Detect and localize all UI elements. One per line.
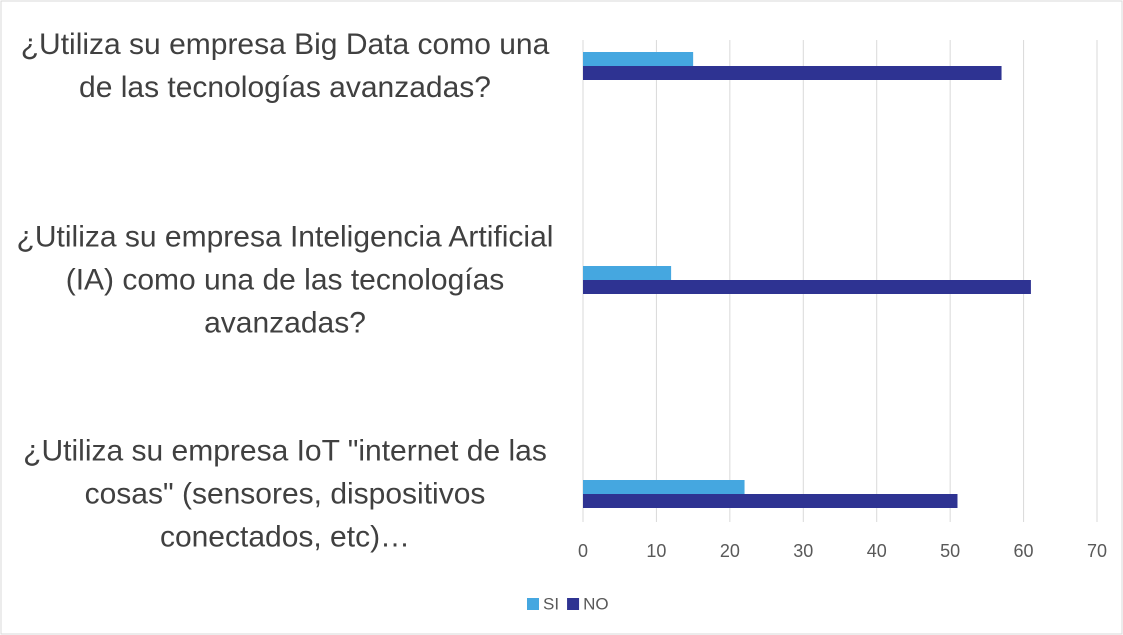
x-tick-label: 20 [720,541,740,561]
bar [583,66,1002,80]
legend-label: NO [583,594,609,613]
bar [583,280,1031,294]
bar [583,266,672,280]
category-label: ¿Utiliza su empresa IoT "internet de las… [23,434,547,554]
category-label: ¿Utiliza su empresa Inteligencia Artific… [16,220,554,340]
legend-swatch [567,598,580,610]
bar [583,480,745,494]
legend-swatch [527,598,539,610]
bar [583,52,694,66]
bar [583,494,958,508]
x-tick-label: 0 [578,541,588,561]
x-tick-label: 30 [793,541,813,561]
x-tick-label: 10 [646,541,666,561]
x-tick-label: 60 [1014,541,1034,561]
x-tick-label: 70 [1087,541,1107,561]
category-label: ¿Utiliza su empresa Big Data como una de… [20,28,550,104]
x-tick-label: 50 [940,541,960,561]
legend-label: SI [543,594,559,613]
x-tick-label: 40 [867,541,887,561]
